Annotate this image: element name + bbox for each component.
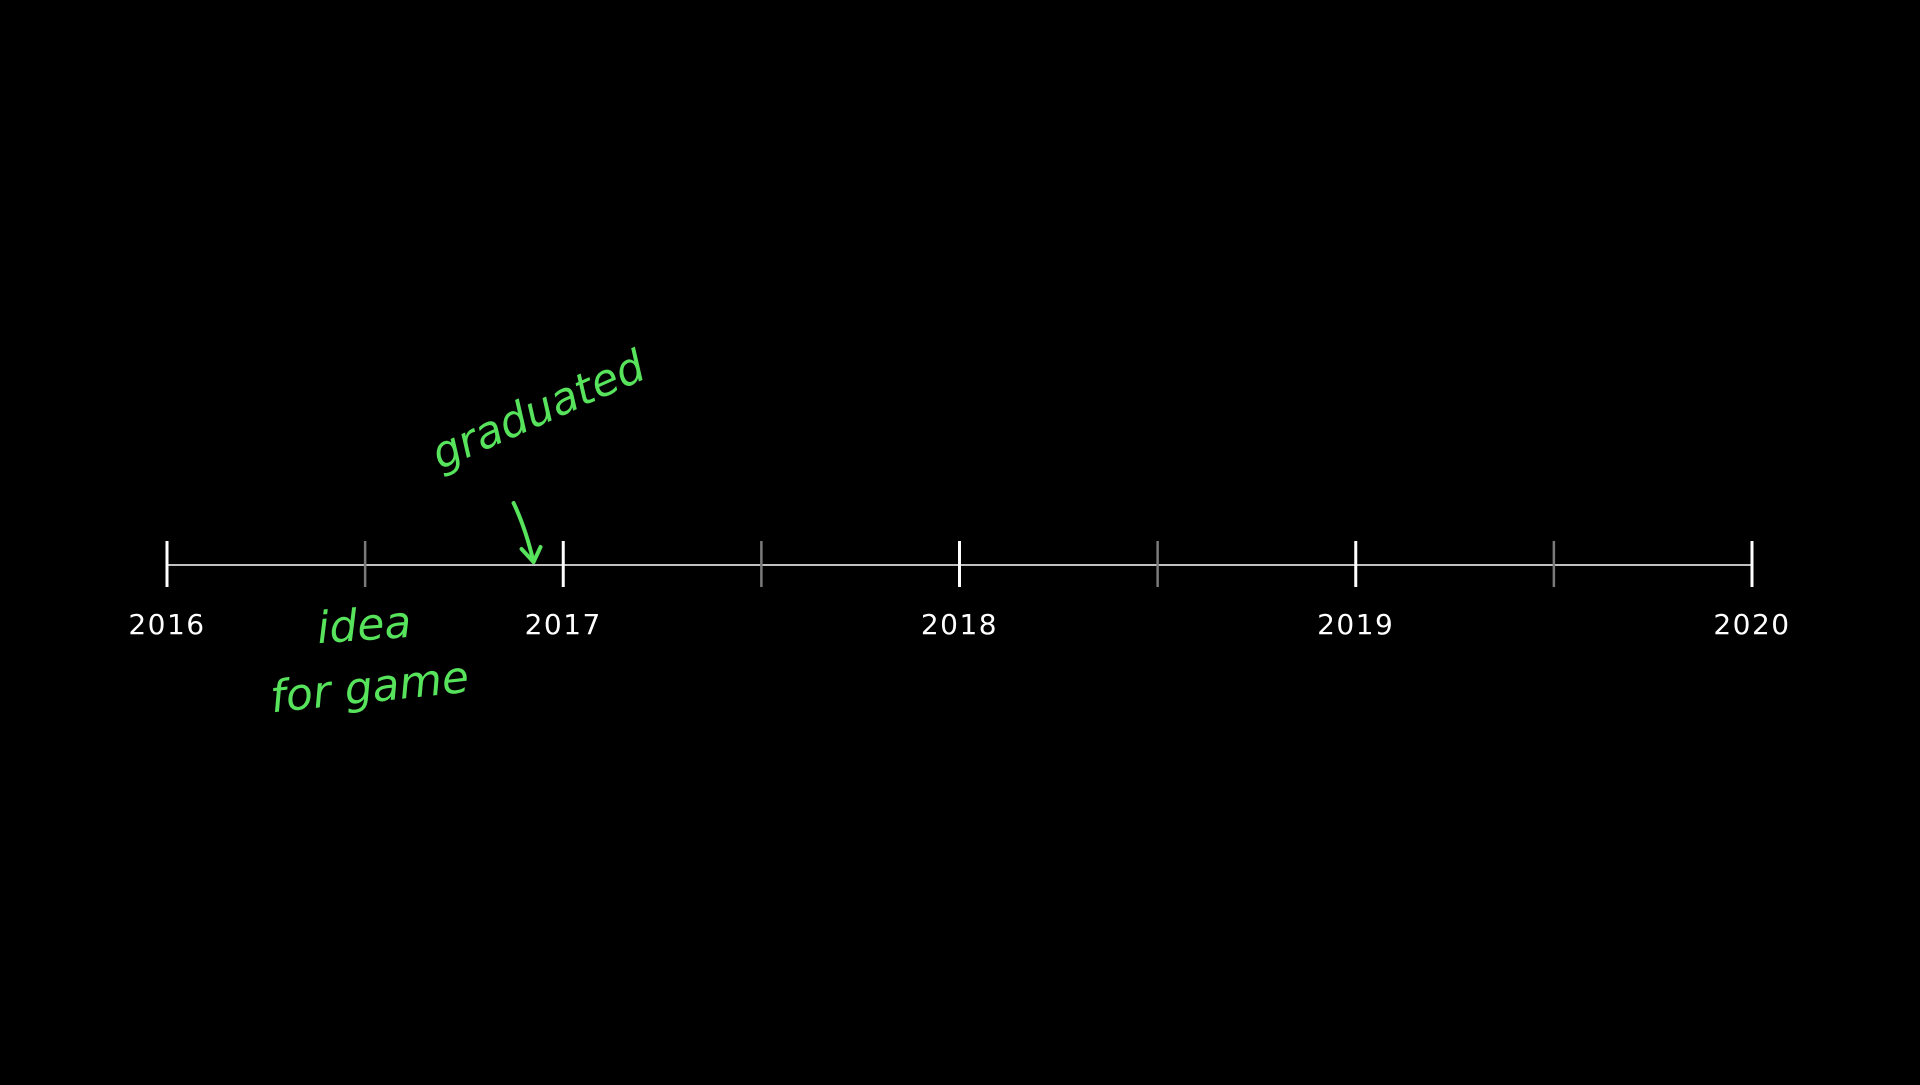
tick-marks: [165, 541, 1754, 587]
year-labels: 2016 2017 2018 2019 2020: [128, 608, 1790, 641]
idea-annotation-line2: for game: [268, 652, 472, 724]
arrow-down-icon: [511, 501, 543, 564]
year-label-2018: 2018: [921, 608, 998, 641]
graduated-annotation: graduated: [424, 340, 654, 480]
year-label-2020: 2020: [1713, 608, 1790, 641]
idea-annotation-line1: idea: [315, 597, 413, 654]
year-label-2016: 2016: [128, 608, 205, 641]
year-label-2017: 2017: [525, 608, 602, 641]
year-label-2019: 2019: [1317, 608, 1394, 641]
